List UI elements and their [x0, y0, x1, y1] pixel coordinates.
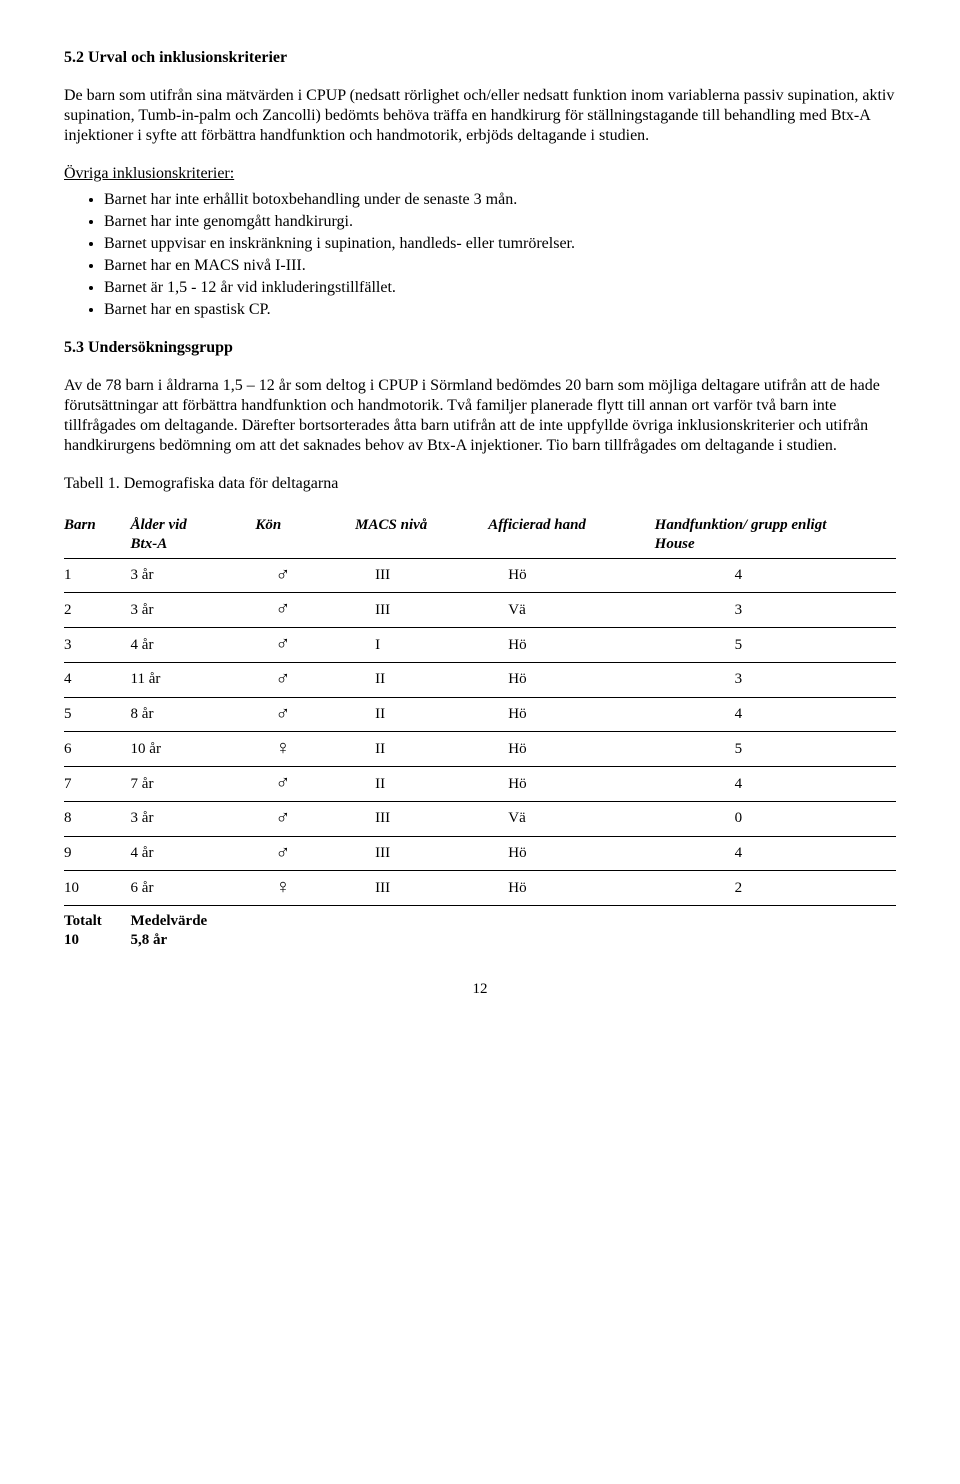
- cell-hand: Hö: [488, 662, 654, 697]
- cell-alder: 6 år: [131, 871, 256, 906]
- cell-barn: 7: [64, 767, 131, 802]
- cell-hf: 5: [655, 628, 896, 663]
- paragraph-2: Av de 78 barn i åldrarna 1,5 – 12 år som…: [64, 376, 896, 456]
- cell-barn: 5: [64, 697, 131, 732]
- cell-alder: 3 år: [131, 558, 256, 593]
- cell-hand: Vä: [488, 801, 654, 836]
- table-row: 106 år♀IIIHö2: [64, 871, 896, 906]
- table-row: 77 år♂IIHö4: [64, 767, 896, 802]
- table-row: 94 år♂IIIHö4: [64, 836, 896, 871]
- section-53-title: 5.3 Undersökningsgrupp: [64, 338, 896, 358]
- paragraph-1: De barn som utifrån sina mätvärden i CPU…: [64, 86, 896, 146]
- table-row: 411 år♂IIHö3: [64, 662, 896, 697]
- col-alder-l1: Ålder vid: [131, 517, 187, 533]
- cell-macs: II: [355, 732, 488, 767]
- total-value: Medelvärde5,8 år: [131, 906, 256, 956]
- cell-barn: 8: [64, 801, 131, 836]
- cell-alder: 4 år: [131, 628, 256, 663]
- cell-hand: Vä: [488, 593, 654, 628]
- cell-hand: Hö: [488, 558, 654, 593]
- list-item: Barnet har inte genomgått handkirurgi.: [104, 212, 896, 232]
- cell-alder: 10 år: [131, 732, 256, 767]
- cell-kon: ♀: [255, 732, 355, 767]
- cell-barn: 4: [64, 662, 131, 697]
- cell-hf: 4: [655, 767, 896, 802]
- cell-hf: 4: [655, 697, 896, 732]
- cell-hand: Hö: [488, 732, 654, 767]
- cell-barn: 1: [64, 558, 131, 593]
- cell-macs: III: [355, 801, 488, 836]
- total-label: Totalt10: [64, 906, 131, 956]
- list-item: Barnet har en MACS nivå I-III.: [104, 256, 896, 276]
- col-hf-l2: House: [655, 536, 695, 552]
- cell-kon: ♂: [255, 558, 355, 593]
- inclusion-list: Barnet har inte erhållit botoxbehandling…: [64, 190, 896, 320]
- cell-hf: 3: [655, 662, 896, 697]
- cell-barn: 3: [64, 628, 131, 663]
- cell-kon: ♂: [255, 836, 355, 871]
- cell-macs: III: [355, 871, 488, 906]
- cell-kon: ♂: [255, 767, 355, 802]
- cell-hand: Hö: [488, 836, 654, 871]
- cell-alder: 3 år: [131, 801, 256, 836]
- cell-alder: 3 år: [131, 593, 256, 628]
- table-row: 23 år♂IIIVä3: [64, 593, 896, 628]
- table-total-row: Totalt10Medelvärde5,8 år: [64, 906, 896, 956]
- table-body: 13 år♂IIIHö423 år♂IIIVä334 år♂IHö5411 år…: [64, 558, 896, 956]
- cell-barn: 10: [64, 871, 131, 906]
- cell-kon: ♂: [255, 801, 355, 836]
- table-row: 83 år♂IIIVä0: [64, 801, 896, 836]
- col-hf-l1: Handfunktion/ grupp enligt: [655, 517, 827, 533]
- cell-kon: ♂: [255, 697, 355, 732]
- list-item: Barnet har inte erhållit botoxbehandling…: [104, 190, 896, 210]
- table-row: 58 år♂IIHö4: [64, 697, 896, 732]
- col-hf: Handfunktion/ grupp enligt House: [655, 512, 896, 558]
- table-row: 610 år♀IIHö5: [64, 732, 896, 767]
- cell-macs: I: [355, 628, 488, 663]
- cell-barn: 9: [64, 836, 131, 871]
- col-kon: Kön: [255, 512, 355, 558]
- list-item: Barnet är 1,5 - 12 år vid inkluderingsti…: [104, 278, 896, 298]
- cell-kon: ♂: [255, 628, 355, 663]
- cell-hf: 4: [655, 836, 896, 871]
- cell-macs: III: [355, 558, 488, 593]
- cell-alder: 4 år: [131, 836, 256, 871]
- cell-kon: ♀: [255, 871, 355, 906]
- cell-hf: 0: [655, 801, 896, 836]
- cell-macs: III: [355, 593, 488, 628]
- cell-kon: ♂: [255, 662, 355, 697]
- cell-macs: II: [355, 662, 488, 697]
- cell-barn: 2: [64, 593, 131, 628]
- table-row: 34 år♂IHö5: [64, 628, 896, 663]
- cell-hf: 5: [655, 732, 896, 767]
- section-52-title: 5.2 Urval och inklusionskriterier: [64, 48, 896, 68]
- col-barn: Barn: [64, 512, 131, 558]
- cell-alder: 7 år: [131, 767, 256, 802]
- demographics-table: Barn Ålder vid Btx-A Kön MACS nivå Affic…: [64, 512, 896, 956]
- cell-hand: Hö: [488, 871, 654, 906]
- list-item: Barnet har en spastisk CP.: [104, 300, 896, 320]
- col-alder-l2: Btx-A: [131, 536, 168, 552]
- table-row: 13 år♂IIIHö4: [64, 558, 896, 593]
- inclusion-heading: Övriga inklusionskriterier:: [64, 164, 896, 184]
- page-number: 12: [64, 980, 896, 999]
- cell-barn: 6: [64, 732, 131, 767]
- cell-hand: Hö: [488, 767, 654, 802]
- cell-hf: 2: [655, 871, 896, 906]
- cell-alder: 8 år: [131, 697, 256, 732]
- table-caption: Tabell 1. Demografiska data för deltagar…: [64, 474, 896, 494]
- cell-hf: 4: [655, 558, 896, 593]
- cell-alder: 11 år: [131, 662, 256, 697]
- cell-hand: Hö: [488, 697, 654, 732]
- list-item: Barnet uppvisar en inskränkning i supina…: [104, 234, 896, 254]
- col-hand: Afficierad hand: [488, 512, 654, 558]
- cell-macs: III: [355, 836, 488, 871]
- cell-kon: ♂: [255, 593, 355, 628]
- cell-hand: Hö: [488, 628, 654, 663]
- cell-macs: II: [355, 697, 488, 732]
- cell-hf: 3: [655, 593, 896, 628]
- col-macs: MACS nivå: [355, 512, 488, 558]
- col-alder: Ålder vid Btx-A: [131, 512, 256, 558]
- cell-macs: II: [355, 767, 488, 802]
